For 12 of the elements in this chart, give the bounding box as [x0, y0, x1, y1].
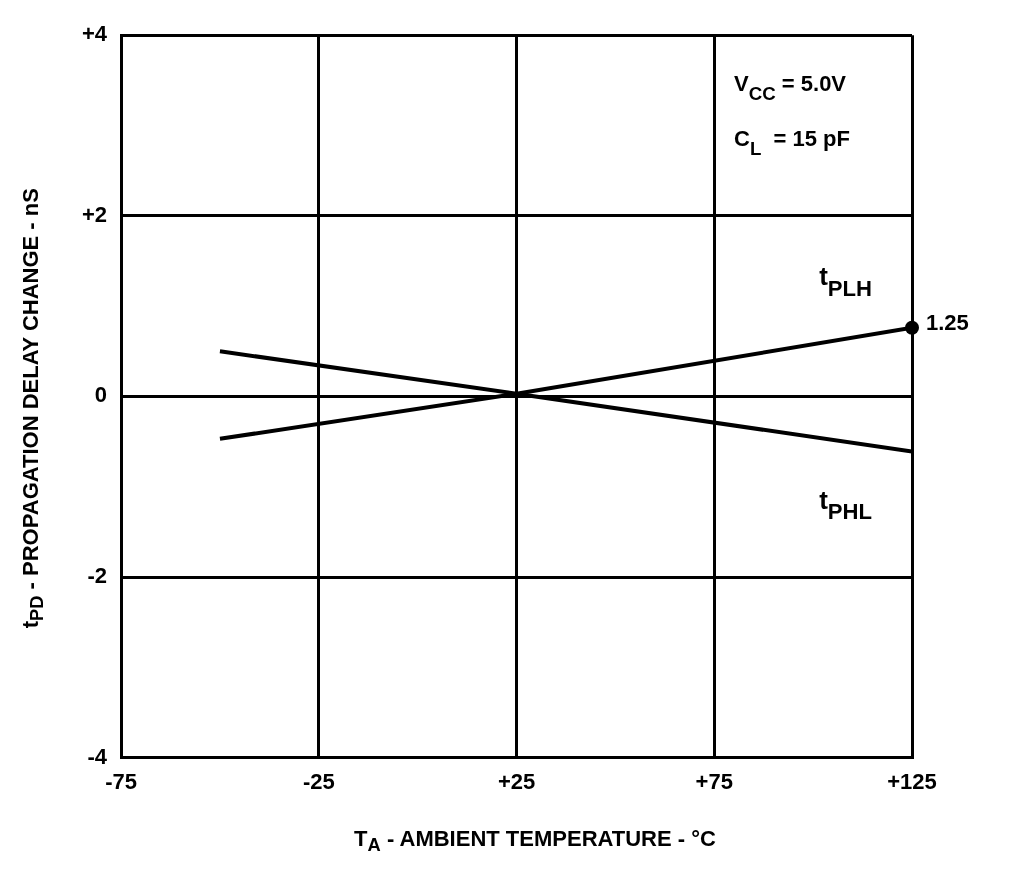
- annotation: 1.25: [926, 309, 969, 335]
- x-tick-label: +25: [497, 768, 536, 794]
- x-axis-title: T$_{A}$ - AMBIENT TEMPERATURE - °C: [353, 826, 717, 857]
- y-tick-label: +4: [81, 21, 108, 47]
- y-tick-label: -2: [87, 563, 108, 589]
- y-tick-label: 0: [94, 382, 108, 408]
- y-tick-label: -4: [87, 743, 108, 769]
- y-tick-label: +2: [81, 201, 108, 227]
- x-tick-label: +125: [887, 768, 937, 794]
- x-tick-label: +75: [695, 768, 733, 794]
- x-tick-label: -75: [105, 768, 137, 794]
- x-tick-label: -25: [302, 768, 335, 794]
